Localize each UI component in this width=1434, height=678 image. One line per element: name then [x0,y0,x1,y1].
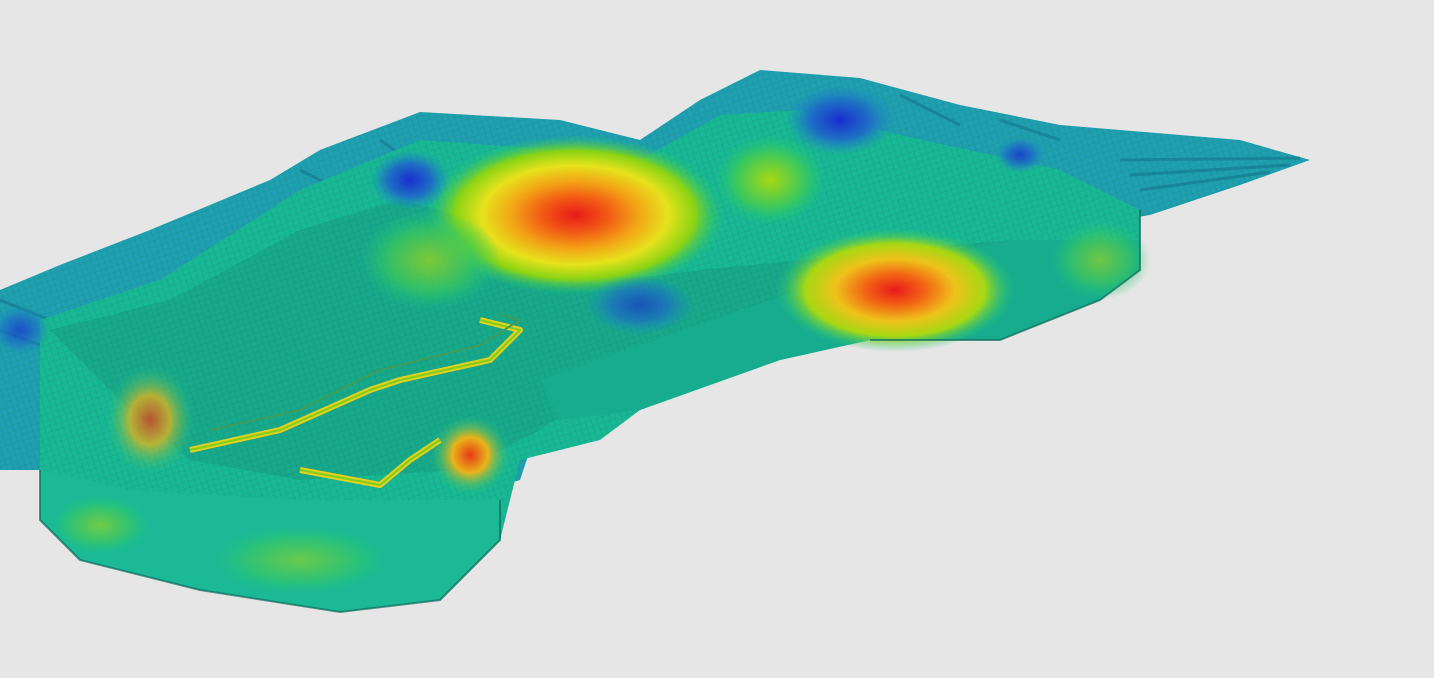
embossed-rib [189,314,523,488]
contour-patches [0,85,1150,595]
pan-outline [39,210,1141,614]
